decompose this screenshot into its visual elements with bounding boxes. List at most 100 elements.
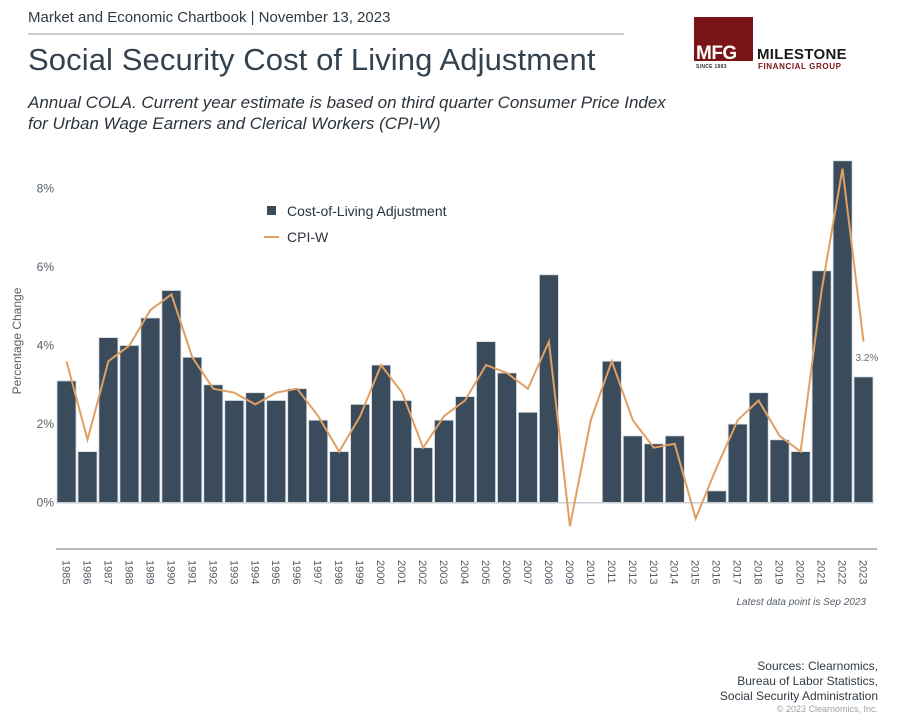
x-tick-label: 2023 [857, 560, 869, 584]
x-tick-label: 2013 [647, 560, 659, 584]
x-tick-label: 2010 [584, 560, 596, 584]
bar-2008 [539, 274, 559, 504]
logo-company-name: MILESTONE [757, 46, 847, 63]
bar-1986 [77, 451, 98, 504]
source-line: Sources: Clearnomics, [757, 659, 878, 673]
x-tick-label: 2018 [752, 560, 764, 584]
x-tick-label: 1992 [206, 560, 218, 584]
bar-1992 [203, 384, 224, 504]
bar-1989 [140, 317, 161, 504]
x-tick-label: 1989 [143, 560, 155, 584]
x-tick-label: 1995 [269, 560, 281, 584]
x-tick-label: 1990 [164, 560, 176, 584]
bar-2002 [413, 447, 434, 504]
milestone-logo: MFG SINCE 1983 MILESTONE FINANCIAL GROUP [694, 17, 894, 77]
logo-since-text: SINCE 1983 [696, 64, 727, 70]
y-axis-label: Percentage Change [10, 287, 24, 394]
data-label-2023: 3.2% [856, 353, 879, 364]
legend-label-cpiw: CPI-W [287, 229, 329, 245]
sources: Sources: Clearnomics, Bureau of Labor St… [720, 659, 878, 704]
bar-2004 [455, 396, 475, 504]
x-tick-label: 2011 [605, 560, 617, 584]
bar-2006 [497, 372, 517, 504]
source-line: Bureau of Labor Statistics, [737, 674, 878, 688]
x-tick-label: 2020 [794, 560, 806, 584]
bar-1990 [161, 290, 182, 504]
x-tick-label: 2015 [689, 560, 701, 584]
x-tick-label: 2022 [836, 560, 848, 584]
x-tick-label: 2007 [521, 560, 533, 584]
y-tick-label: 2% [37, 417, 55, 431]
bar-2003 [434, 419, 454, 504]
x-tick-label: 2016 [710, 560, 722, 584]
copyright: © 2023 Clearnomics, Inc. [776, 704, 878, 714]
x-tick-label: 2000 [374, 560, 386, 584]
x-tick-label: 2003 [437, 560, 449, 584]
bar-1998 [329, 451, 350, 504]
bar-2007 [518, 411, 538, 504]
logo-mark-text: MFG [696, 43, 737, 64]
legend-bar-swatch [267, 206, 276, 215]
x-tick-label: 2017 [731, 560, 743, 584]
latest-data-note: Latest data point is Sep 2023 [736, 597, 866, 608]
bar-2001 [392, 400, 413, 504]
bar-1994 [245, 392, 266, 504]
chartbook-kicker: Market and Economic Chartbook | November… [28, 9, 391, 26]
bar-1995 [266, 400, 287, 504]
bar-2000 [371, 364, 392, 504]
x-tick-label: 1994 [248, 560, 260, 584]
y-tick-label: 4% [37, 339, 55, 353]
x-tick-label: 1991 [185, 560, 197, 584]
bar-1988 [119, 345, 140, 504]
y-tick-label: 0% [37, 496, 55, 510]
bar-2020 [790, 451, 811, 504]
chart-subtitle: Annual COLA. Current year estimate is ba… [28, 93, 666, 133]
x-tick-label: 1985 [60, 560, 72, 584]
y-tick-label: 6% [37, 260, 55, 274]
bar-1996 [287, 388, 308, 504]
bar-2019 [769, 439, 790, 504]
x-tick-label: 1998 [332, 560, 344, 584]
y-axis: 0% 2% 4% 6% 8% [37, 181, 55, 509]
x-tick-label: 1997 [311, 560, 323, 584]
logo-tagline: FINANCIAL GROUP [758, 62, 842, 71]
bar-2013 [643, 443, 664, 504]
x-tick-label: 2008 [542, 560, 554, 584]
bar-2018 [748, 392, 769, 504]
x-tick-label: 1988 [122, 560, 134, 584]
x-tick-label: 1987 [101, 560, 113, 584]
bar-2021 [811, 270, 832, 504]
x-tick-label: 2005 [479, 560, 491, 584]
bar-1997 [308, 419, 329, 504]
x-tick-label: 2004 [458, 560, 470, 584]
bar-1991 [182, 356, 203, 504]
logo-mark-box [694, 17, 753, 61]
source-line: Social Security Administration [719, 689, 878, 703]
bar-1993 [224, 400, 245, 504]
x-tick-label: 2009 [563, 560, 575, 584]
bar-2012 [622, 435, 643, 504]
x-tick-label: 2021 [815, 560, 827, 584]
x-tick-label: 2002 [416, 560, 428, 584]
x-tick-label: 2014 [668, 560, 680, 584]
x-axis-ticks: 1985 1986 1987 1988 1989 1990 1991 1992 1993 1994… [60, 560, 869, 584]
x-tick-label: 1999 [353, 560, 365, 584]
header-divider [28, 33, 624, 35]
bar-1985 [56, 380, 77, 504]
y-tick-label: 8% [37, 181, 55, 195]
cpi-w-line [65, 168, 865, 527]
x-tick-label: 2006 [500, 560, 512, 584]
x-tick-label: 2019 [773, 560, 785, 584]
page-title: Social Security Cost of Living Adjustmen… [28, 42, 596, 77]
legend: Cost-of-Living Adjustment CPI-W [264, 203, 447, 245]
annotations: 3.2% [856, 353, 879, 364]
bar-series [56, 160, 874, 504]
x-tick-label: 1986 [81, 560, 93, 584]
legend-label-cola: Cost-of-Living Adjustment [287, 203, 447, 219]
bar-2023 [853, 376, 874, 504]
bar-1999 [350, 403, 371, 504]
x-tick-label: 1996 [290, 560, 302, 584]
x-tick-label: 1993 [227, 560, 239, 584]
x-tick-label: 2001 [395, 560, 407, 584]
